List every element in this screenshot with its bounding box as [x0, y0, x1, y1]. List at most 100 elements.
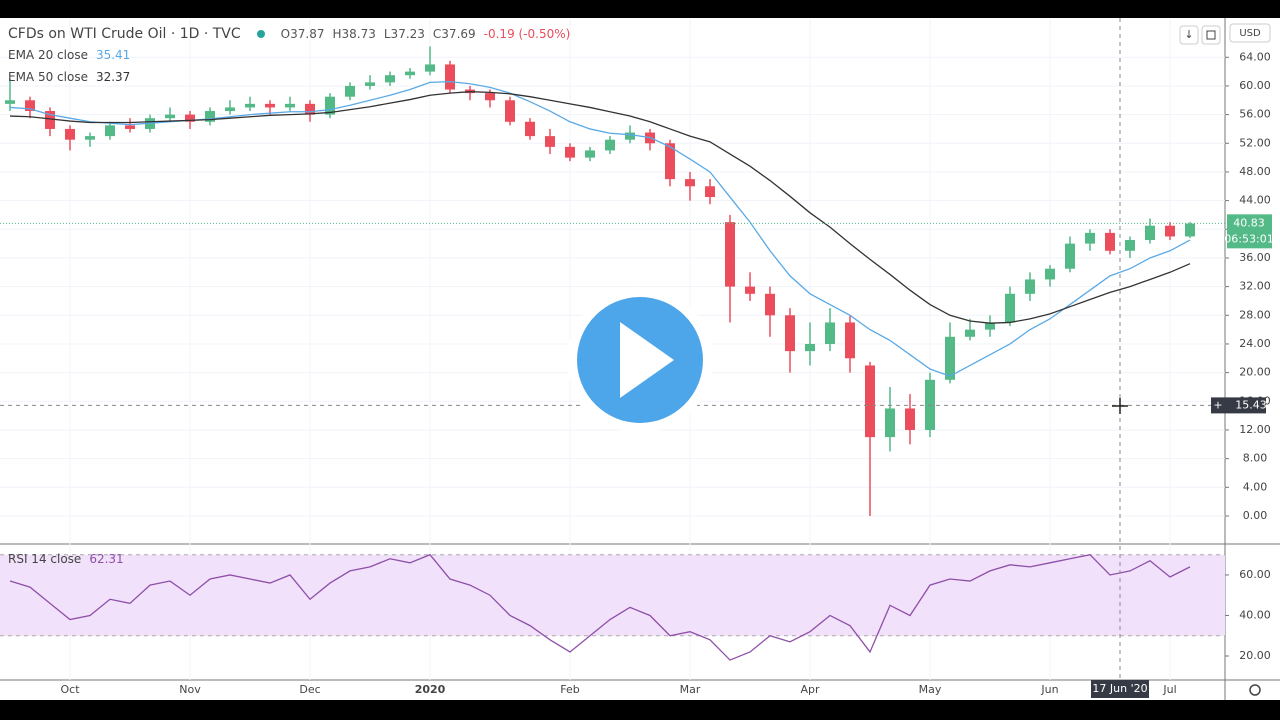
main-legend: CFDs on WTI Crude Oil · 1D · TVC O37.87 H… [8, 26, 570, 42]
candle-body [845, 322, 855, 359]
x-tick-label: Apr [800, 683, 820, 696]
candle-body [45, 111, 55, 129]
candle-body [745, 286, 755, 294]
candle-body [765, 293, 775, 316]
legend-entry: RSI 14 close 62.31 [8, 552, 124, 566]
candle-body [365, 82, 375, 86]
fullscreen-button[interactable] [1201, 25, 1221, 45]
x-tick-label: Jul [1162, 683, 1176, 696]
fullscreen-icon[interactable] [1206, 30, 1216, 40]
candle-body [245, 103, 255, 108]
download-icon[interactable]: ↓ [1184, 28, 1193, 41]
crosshair-date-tag [1091, 680, 1149, 698]
y-tick-label: 48.00 [1239, 165, 1271, 178]
candle-body [485, 93, 495, 101]
candle-body [605, 139, 615, 151]
legend-name: RSI 14 close [8, 552, 82, 566]
legend-value: 32.37 [95, 70, 131, 84]
candle-body [305, 103, 315, 115]
y-tick-label: 0.00 [1243, 509, 1268, 522]
candle-body [105, 125, 115, 137]
candle-body [185, 114, 195, 122]
y-tick-label: 64.00 [1239, 50, 1271, 63]
y-tick-label: 8.00 [1243, 452, 1268, 465]
candle-body [565, 146, 575, 158]
candle-body [865, 365, 875, 438]
candle-body [545, 136, 555, 147]
candle-body [1065, 243, 1075, 269]
download-button[interactable] [1179, 25, 1199, 45]
legend-name: EMA 20 close [8, 48, 88, 62]
play-icon[interactable] [620, 322, 674, 398]
candle-body [205, 111, 215, 122]
candle-body [625, 132, 635, 140]
y-tick-label: 20.00 [1239, 649, 1271, 662]
last-price-label: 40.83 [1233, 216, 1265, 229]
crosshair-cursor [1112, 398, 1128, 414]
y-tick-label: 12.00 [1239, 423, 1271, 436]
candle-body [165, 114, 175, 119]
countdown: 06:53:01 [1224, 232, 1273, 245]
y-tick-label: 28.00 [1239, 308, 1271, 321]
legend-value: 62.31 [89, 552, 124, 566]
y-tick-label: 32.00 [1239, 280, 1271, 293]
y-tick-label: 40.00 [1239, 608, 1271, 621]
letterbox-top [0, 0, 1280, 18]
candle-body [725, 222, 735, 287]
y-tick-label: 36.00 [1239, 251, 1271, 264]
ohlc-value: L37.23 [383, 27, 425, 41]
candle-body [965, 329, 975, 337]
candle-body [525, 121, 535, 137]
candle-body [1125, 240, 1135, 251]
y-tick-label: 56.00 [1239, 108, 1271, 121]
y-tick-label: 24.00 [1239, 337, 1271, 350]
candle-body [785, 315, 795, 352]
settings-icon[interactable] [1249, 684, 1261, 696]
candle-body [1085, 232, 1095, 244]
candle-body [825, 322, 835, 344]
candle-body [1045, 268, 1055, 280]
candle-body [1145, 225, 1155, 241]
line-series [9, 553, 1191, 661]
candle-body [1005, 293, 1015, 323]
candle-body [505, 100, 515, 122]
candle-body [1165, 225, 1175, 237]
candle-body [265, 103, 275, 108]
candle-body [985, 322, 995, 330]
x-tick-label: Oct [60, 683, 80, 696]
candle-body [585, 150, 595, 158]
ohlc-value: O37.87 [280, 27, 325, 41]
ohlc-values: O37.87 H38.73 L37.23 C37.69 -0.19 (-0.50%) [281, 27, 571, 41]
candle-body [805, 343, 815, 352]
y-tick-label: 4.00 [1243, 480, 1268, 493]
candle-body [905, 408, 915, 430]
x-tick-label: Nov [179, 683, 201, 696]
last-price-tag [1227, 214, 1272, 249]
candle-body [125, 125, 135, 129]
candle-body [325, 96, 335, 115]
candle-body [925, 379, 935, 430]
ohlc-value: -0.19 (-0.50%) [483, 27, 571, 41]
candle-body [5, 100, 15, 104]
candle-body [885, 408, 895, 438]
candle-body [1185, 223, 1195, 237]
y-tick-label: 20.00 [1239, 366, 1271, 379]
y-tick-label: 60.00 [1239, 568, 1271, 581]
legend-name: EMA 50 close [8, 70, 88, 84]
currency-tag [1229, 23, 1271, 43]
candle-body [345, 85, 355, 97]
x-tick-label: Dec [299, 683, 320, 696]
candle-body [705, 186, 715, 198]
market-status [256, 30, 265, 38]
legend-value: 35.41 [95, 48, 131, 62]
candle-body [1105, 232, 1115, 251]
line-series [9, 91, 1191, 324]
crosshair-price-tag [1211, 397, 1266, 414]
y-tick-label: 60.00 [1239, 79, 1271, 92]
x-tick-label: Jun [1040, 683, 1058, 696]
candle-body [25, 100, 35, 112]
candle-body [945, 336, 955, 380]
candle-body [1025, 279, 1035, 294]
